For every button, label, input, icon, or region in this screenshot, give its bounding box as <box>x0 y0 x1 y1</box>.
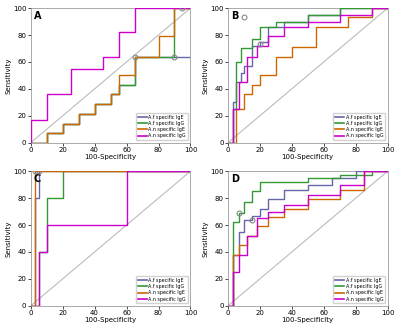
Legend: A.f specific IgE, A.f specific IgG, A.n specific IgE, A.n specific IgG: A.f specific IgE, A.f specific IgG, A.n … <box>333 276 385 303</box>
X-axis label: 100-Specificity: 100-Specificity <box>84 154 137 160</box>
Text: A: A <box>34 11 41 21</box>
Legend: A.f specific IgE, A.f specific IgG, A.n specific IgE, A.n specific IgG: A.f specific IgE, A.f specific IgG, A.n … <box>136 113 188 140</box>
X-axis label: 100-Specificity: 100-Specificity <box>282 317 334 323</box>
X-axis label: 100-Specificity: 100-Specificity <box>84 317 137 323</box>
Legend: A.f specific IgE, A.f specific IgG, A.n specific IgE, A.n specific IgG: A.f specific IgE, A.f specific IgG, A.n … <box>136 276 188 303</box>
Y-axis label: Sensitivity: Sensitivity <box>203 57 209 94</box>
Text: D: D <box>231 174 239 184</box>
Y-axis label: Sensitivity: Sensitivity <box>6 57 12 94</box>
Legend: A.f specific IgE, A.f specific IgG, A.n specific IgE, A.n specific IgG: A.f specific IgE, A.f specific IgG, A.n … <box>333 113 385 140</box>
Y-axis label: Sensitivity: Sensitivity <box>6 220 12 257</box>
X-axis label: 100-Specificity: 100-Specificity <box>282 154 334 160</box>
Y-axis label: Sensitivity: Sensitivity <box>203 220 209 257</box>
Text: B: B <box>231 11 238 21</box>
Text: C: C <box>34 174 41 184</box>
